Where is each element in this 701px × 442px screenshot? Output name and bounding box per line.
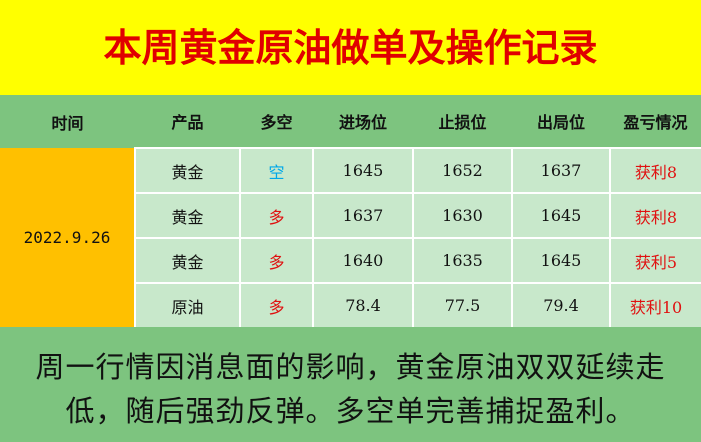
product: 黄金	[134, 192, 240, 238]
result: 获利5	[609, 237, 701, 283]
title: 本周黄金原油做单及操作记录	[0, 0, 701, 95]
entry: 1645	[312, 147, 413, 193]
result: 获利8	[609, 147, 701, 193]
product: 黄金	[134, 237, 240, 283]
direction: 空	[239, 147, 313, 193]
data-row: 原油 多 78.4 77.5 79.4 获利10	[0, 282, 701, 327]
stop-loss: 1630	[412, 192, 512, 238]
direction: 多	[239, 192, 313, 238]
data-row: 黄金 多 1637 1630 1645 获利8	[0, 192, 701, 238]
direction: 多	[239, 237, 313, 283]
record-table: 时间 产品 多空 进场位 止损位 出局位 盈亏情况 2022.9.26 黄金 空…	[0, 95, 701, 327]
product: 原油	[134, 282, 240, 327]
stop-loss: 1652	[412, 147, 512, 193]
column-header: 止损位	[413, 95, 512, 148]
product: 黄金	[134, 147, 240, 193]
column-header: 多空	[240, 95, 313, 148]
date-cell: 2022.9.26	[0, 148, 135, 327]
direction: 多	[239, 282, 313, 327]
result: 获利10	[609, 282, 701, 327]
exit: 1637	[511, 147, 610, 193]
entry: 1637	[312, 192, 413, 238]
result: 获利8	[609, 192, 701, 238]
data-row: 黄金 多 1640 1635 1645 获利5	[0, 237, 701, 283]
entry: 1640	[312, 237, 413, 283]
stop-loss: 77.5	[412, 282, 512, 327]
column-header: 出局位	[512, 95, 610, 148]
column-header: 产品	[135, 95, 240, 148]
header-row: 时间 产品 多空 进场位 止损位 出局位 盈亏情况	[0, 95, 701, 148]
exit: 1645	[511, 237, 610, 283]
column-header: 时间	[0, 95, 135, 148]
exit: 1645	[511, 192, 610, 238]
data-row: 2022.9.26 黄金 空 1645 1652 1637 获利8	[0, 147, 701, 327]
exit: 79.4	[511, 282, 610, 327]
column-header: 进场位	[313, 95, 413, 148]
entry: 78.4	[312, 282, 413, 327]
summary-text: 周一行情因消息面的影响，黄金原油双双延续走低，随后强劲反弹。多空单完善捕捉盈利。	[35, 350, 666, 428]
column-header: 盈亏情况	[610, 95, 701, 148]
stop-loss: 1635	[412, 237, 512, 283]
